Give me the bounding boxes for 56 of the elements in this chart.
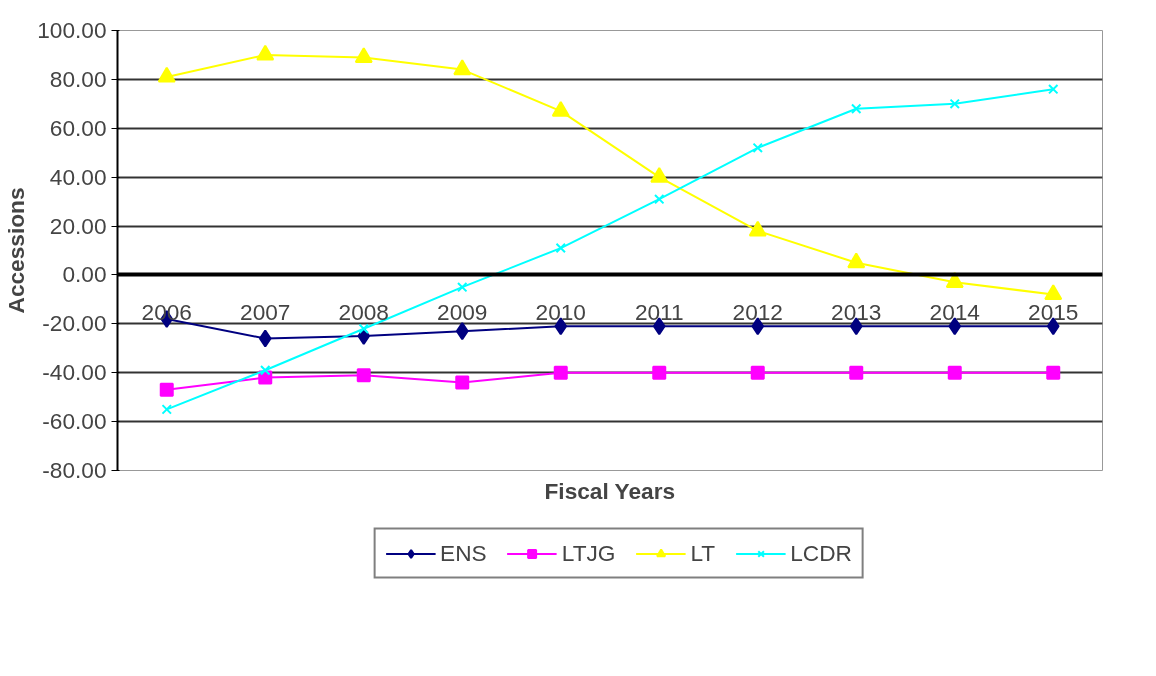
legend-label: LT — [690, 539, 716, 567]
x-tick-label: 2009 — [437, 298, 488, 325]
point — [1048, 83, 1059, 95]
x-tick-label: 2012 — [732, 298, 783, 325]
point — [354, 47, 373, 64]
legend-label: LCDR — [790, 539, 852, 567]
point — [752, 142, 763, 154]
point — [161, 404, 172, 415]
point — [851, 103, 862, 114]
x-tick-label: 2014 — [929, 298, 980, 325]
point — [553, 365, 568, 380]
point — [555, 242, 566, 254]
y-tick-label: 80.00 — [49, 65, 107, 92]
x-tick-label: 2011 — [634, 298, 684, 325]
point — [1046, 365, 1061, 380]
point — [453, 59, 472, 76]
x-tick-label: 2010 — [535, 298, 586, 325]
point — [654, 193, 665, 205]
y-tick-label: -60.00 — [42, 408, 107, 435]
point — [455, 322, 469, 341]
x-tick-label: 2015 — [1028, 298, 1079, 325]
y-tick-label: 20.00 — [49, 212, 107, 239]
x-tick-label: 2007 — [240, 298, 291, 325]
legend-label: ENS — [440, 539, 487, 567]
point — [847, 252, 866, 269]
y-tick-label: 100.00 — [37, 17, 107, 43]
y-axis-title: Accessions — [3, 187, 30, 314]
y-tick-label: -80.00 — [42, 457, 107, 483]
point — [949, 98, 960, 110]
point — [358, 323, 369, 334]
point — [159, 382, 174, 397]
y-tick-label: 40.00 — [49, 163, 107, 190]
point — [947, 365, 962, 380]
point — [748, 220, 767, 237]
x-tick-label: 2006 — [141, 298, 192, 325]
y-tick-label: -40.00 — [42, 359, 107, 386]
y-tick-label: 0.00 — [62, 261, 107, 288]
x-tick-label: 2008 — [338, 298, 389, 325]
point — [1044, 284, 1063, 301]
point — [750, 365, 765, 380]
point — [652, 365, 667, 380]
point — [551, 100, 570, 117]
point — [256, 44, 275, 61]
y-tick-label: -20.00 — [42, 310, 107, 337]
point — [356, 368, 371, 383]
point — [157, 66, 176, 83]
point — [260, 365, 271, 376]
legend-label: LTJG — [561, 539, 616, 567]
y-tick-label: 60.00 — [49, 114, 107, 141]
point — [457, 281, 468, 293]
point — [650, 166, 669, 183]
point — [455, 375, 470, 390]
x-axis-title: Fiscal Years — [544, 477, 676, 504]
point — [258, 329, 272, 348]
x-tick-label: 2013 — [831, 298, 882, 325]
point — [849, 365, 864, 380]
